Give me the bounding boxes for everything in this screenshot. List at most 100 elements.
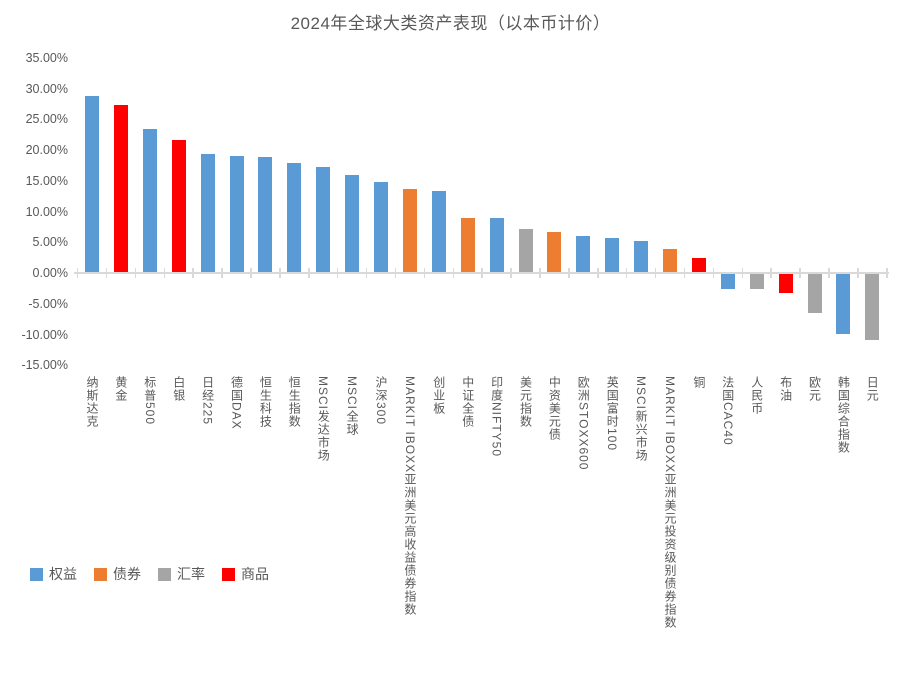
- bar-fx: [807, 274, 822, 314]
- x-category-label: MARKIT IBOXX亚洲美元投资级别债券指数: [663, 376, 677, 630]
- legend-swatch-bond: [94, 567, 107, 581]
- x-axis-tick: [250, 268, 252, 278]
- x-category-label: MSCI全球: [345, 376, 360, 436]
- bar-equity: [576, 235, 591, 272]
- x-category-label: 德国DAX: [229, 376, 244, 430]
- x-category-label: 创业板: [431, 376, 446, 415]
- x-axis-tick: [423, 268, 426, 278]
- legend: 权益 债券 汇率 商品: [30, 564, 269, 584]
- x-category-label: 美元指数: [518, 376, 533, 428]
- bar-bond: [663, 248, 677, 272]
- y-axis-tick-label: 10.00%: [25, 204, 68, 219]
- legend-item: 权益: [30, 564, 77, 584]
- bar-equity: [316, 167, 331, 272]
- bar-equity: [142, 128, 157, 272]
- x-axis-tick: [799, 268, 801, 278]
- bar-equity: [287, 163, 302, 272]
- legend-label: 汇率: [177, 566, 205, 582]
- y-axis-tick-label: -5.00%: [28, 296, 68, 311]
- x-axis-tick: [539, 268, 541, 278]
- x-category-label: 纳斯达克: [85, 376, 99, 428]
- y-axis-tick-label: 0.00%: [32, 266, 68, 280]
- bar-equity: [345, 175, 360, 272]
- x-axis-tick: [163, 268, 165, 278]
- bar-commodity: [113, 104, 128, 272]
- x-axis-tick: [828, 268, 830, 278]
- y-axis-tick-label: 35.00%: [25, 50, 68, 65]
- bar-bond: [547, 232, 562, 272]
- bar-equity: [258, 156, 273, 272]
- x-axis-tick: [625, 268, 628, 278]
- bar-bond: [460, 217, 475, 272]
- x-category-label: 欧洲STOXX600: [576, 376, 591, 471]
- x-category-label: 欧元: [807, 376, 822, 402]
- y-axis-tick-label: 5.00%: [32, 235, 68, 250]
- x-axis-tick: [134, 268, 137, 278]
- x-category-label: MSCI新兴市场: [634, 376, 649, 462]
- x-axis-tick: [683, 268, 686, 278]
- bar-equity: [85, 96, 99, 272]
- legend-swatch-equity: [30, 567, 43, 581]
- bar-fx: [749, 274, 764, 290]
- x-axis-tick: [394, 268, 397, 278]
- x-axis-tick: [308, 268, 310, 278]
- x-axis-tick: [597, 268, 599, 278]
- x-category-label: 中证全债: [460, 376, 475, 428]
- legend-swatch-commodity: [222, 567, 235, 581]
- bar-commodity: [778, 274, 793, 294]
- bar-equity: [489, 218, 504, 272]
- x-category-label: 标普500: [142, 376, 157, 426]
- x-axis-tick: [886, 268, 888, 278]
- x-category-label: MARKIT IBOXX亚洲美元高收益债券指数: [402, 376, 417, 617]
- legend-label: 债券: [113, 566, 141, 582]
- legend-label: 权益: [49, 566, 77, 582]
- legend-swatch-fx: [158, 567, 171, 581]
- x-category-label: 印度NIFTY50: [489, 376, 504, 458]
- x-category-label: 恒生指数: [287, 376, 302, 428]
- legend-item: 汇率: [158, 564, 205, 584]
- bar-equity: [200, 153, 215, 272]
- y-axis-tick-label: 20.00%: [25, 143, 68, 157]
- x-axis-tick: [857, 268, 859, 278]
- y-axis-tick-label: 25.00%: [25, 112, 68, 127]
- bar-equity: [229, 155, 244, 272]
- y-axis-tick-label: 30.00%: [25, 81, 68, 96]
- x-category-label: 日元: [865, 376, 880, 402]
- x-axis-tick: [336, 268, 339, 278]
- x-category-label: 黄金: [113, 376, 128, 402]
- x-axis-tick: [770, 268, 772, 278]
- x-category-label: 恒生科技: [258, 376, 273, 428]
- bar-equity: [836, 274, 851, 334]
- x-category-label: 韩国综合指数: [836, 376, 851, 454]
- x-category-label: 铜: [691, 376, 706, 389]
- x-axis-tick: [741, 268, 743, 278]
- bar-bond: [402, 188, 417, 272]
- legend-item: 债券: [94, 564, 141, 584]
- bar-equity: [431, 190, 446, 272]
- x-axis-tick: [568, 268, 570, 278]
- x-category-label: 沪深300: [374, 376, 388, 426]
- bar-equity: [634, 241, 649, 272]
- bar-fx: [518, 228, 533, 272]
- bar-commodity: [691, 257, 706, 272]
- x-axis-tick: [452, 268, 454, 278]
- x-axis-tick: [105, 268, 108, 278]
- x-axis-tick: [510, 268, 512, 278]
- x-axis-tick: [712, 268, 715, 278]
- y-axis-tick-label: -15.00%: [21, 358, 68, 373]
- x-category-label: MSCI发达市场: [316, 376, 331, 462]
- x-category-label: 法国CAC40: [720, 376, 735, 446]
- legend-item: 商品: [222, 564, 269, 584]
- y-axis-tick-label: 15.00%: [25, 173, 68, 188]
- x-axis-tick: [654, 268, 657, 278]
- x-axis-tick: [192, 268, 194, 278]
- x-category-label: 中资美元债: [547, 376, 562, 441]
- x-axis-tick: [76, 268, 79, 278]
- bar-equity: [720, 274, 735, 289]
- y-axis-tick-label: -10.00%: [21, 327, 68, 342]
- x-axis-tick: [481, 268, 483, 278]
- x-category-label: 日经225: [200, 376, 215, 426]
- legend-label: 商品: [241, 566, 269, 582]
